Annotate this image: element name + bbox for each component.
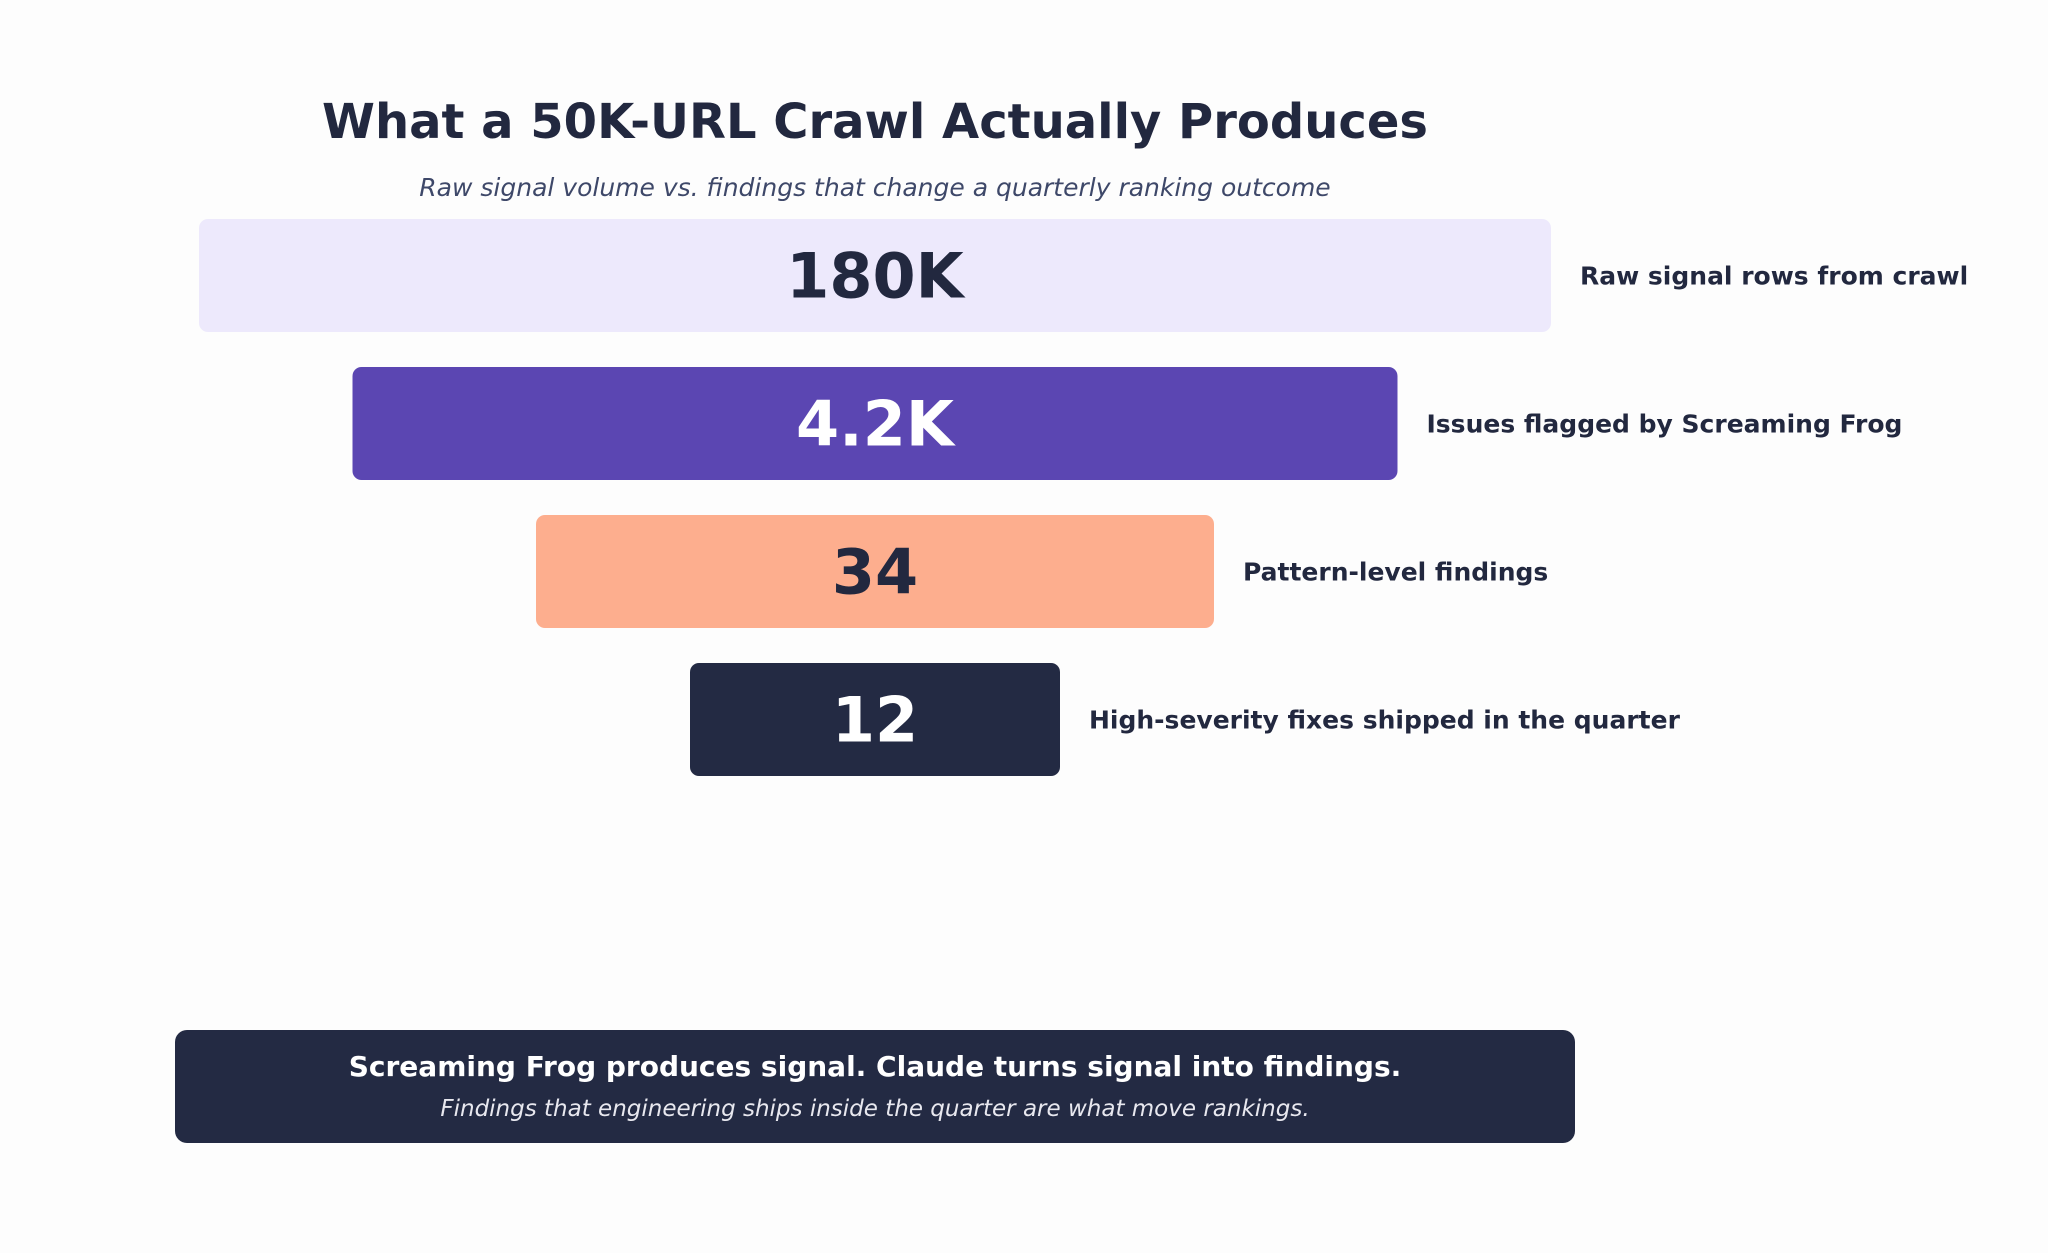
funnel-bar-value: 12 [832,684,918,757]
takeaway-banner: Screaming Frog produces signal. Claude t… [175,1030,1575,1143]
funnel-bar [352,367,1398,480]
funnel-stage-label: Issues flagged by Screaming Frog [1427,410,1903,439]
funnel-stage-label: High-severity fixes shipped in the quart… [1089,706,1681,735]
funnel-stage: 12 High-severity fixes shipped in the qua… [690,663,1681,776]
funnel-bar-value: 4.2K [796,388,956,461]
funnel-bar [199,219,1551,332]
funnel-bar [690,663,1060,776]
funnel-stage-label: Pattern-level findings [1243,558,1548,587]
funnel-stage: 4.2K Issues flagged by Screaming Frog [352,367,1903,480]
funnel-stage-label: Raw signal rows from crawl [1580,262,1968,291]
chart-subtitle: Raw signal volume vs. findings that chan… [419,173,1331,202]
funnel-stage: 34 Pattern-level findings [536,515,1548,628]
funnel-bar [536,515,1214,628]
funnel-stage: 180K Raw signal rows from crawl [199,219,1968,332]
takeaway-headline: Screaming Frog produces signal. Claude t… [348,1050,1402,1083]
chart-title: What a 50K-URL Crawl Actually Produces [322,94,1428,150]
takeaway-note: Findings that engineering ships inside t… [440,1096,1310,1122]
funnel-bar-value: 34 [832,536,918,609]
funnel-bar-value: 180K [786,240,965,313]
funnel-chart: 180K Raw signal rows from crawl 4.2K Issues… [199,219,1968,776]
